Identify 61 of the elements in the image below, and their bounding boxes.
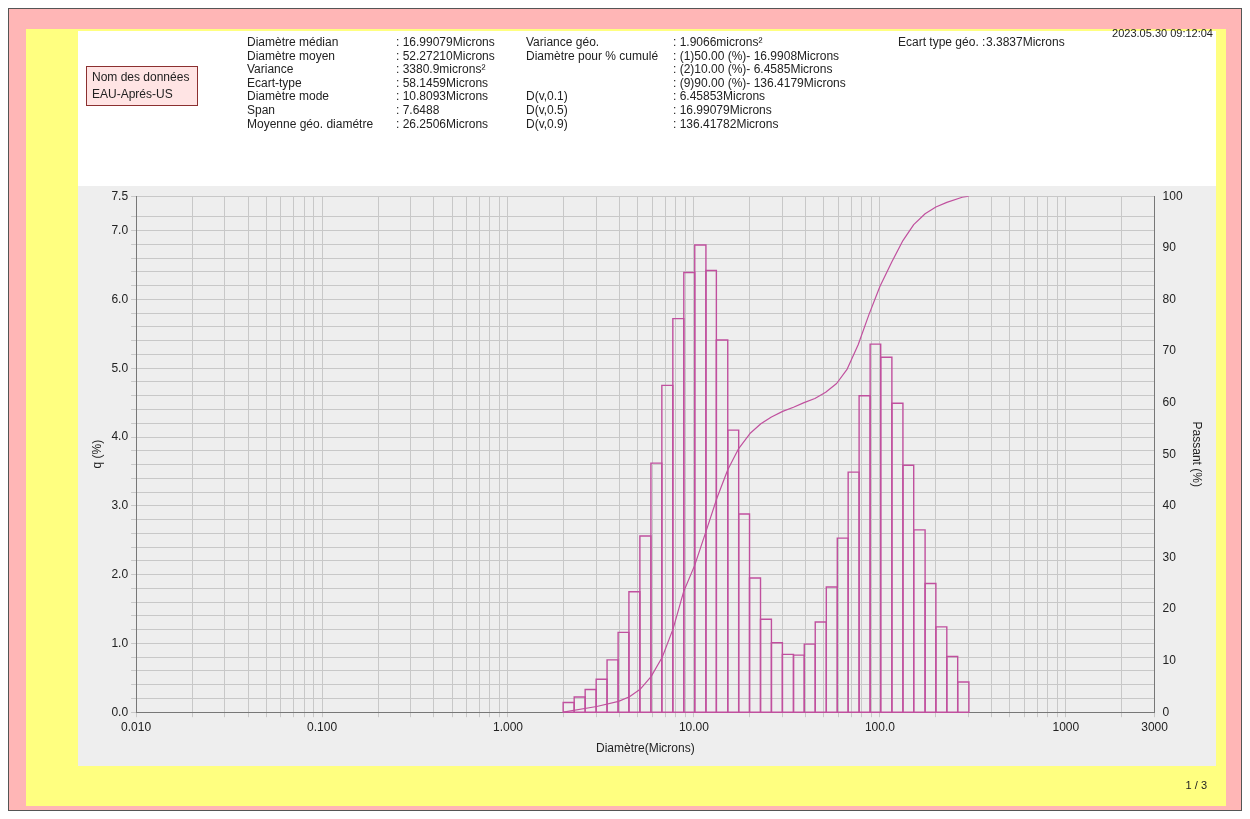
x-tick-label: 10.00 xyxy=(678,719,710,734)
text: : 6.45853Microns xyxy=(673,89,766,104)
x-tick-label: 1.000 xyxy=(492,719,524,734)
text: Span xyxy=(247,103,276,117)
text: Diamètre mode xyxy=(247,89,330,104)
y2-tick-label: 30 xyxy=(1162,549,1177,564)
text: 1 / 3 xyxy=(1185,779,1207,791)
text: Moyenne géo. diamétre xyxy=(247,116,374,131)
y2-tick-label: 10 xyxy=(1162,652,1177,667)
x-tick-label: 1000 xyxy=(1052,719,1080,734)
text: Ecart type géo. : xyxy=(898,35,986,49)
text: D(v,0.9) xyxy=(526,116,568,131)
y2-tick-label: 0 xyxy=(1162,704,1170,719)
y-tick-label: 5.0 xyxy=(111,360,129,375)
text: EAU-Aprés-US xyxy=(92,87,173,101)
y-tick-label: 7.5 xyxy=(111,188,129,203)
x-tick-label: 100.0 xyxy=(864,719,896,734)
text: : 26.2506Microns xyxy=(396,116,489,131)
y-tick-label: 0.0 xyxy=(111,704,129,719)
text: D(v,0.5) xyxy=(526,103,568,117)
text: : 1.9066microns² xyxy=(673,35,763,49)
x-tick-label: 0.010 xyxy=(121,719,152,734)
text: : (2)10.00 (%)- 6.4585Microns xyxy=(673,62,833,77)
text: 3.3837Microns xyxy=(986,35,1065,49)
y-tick-label: 1.0 xyxy=(111,635,129,650)
text: D(v,0.1) xyxy=(526,89,568,104)
y-tick-label: 6.0 xyxy=(111,291,129,306)
text: Diamètre pour % cumulé xyxy=(526,48,659,63)
text: : 52.27210Microns xyxy=(396,48,495,63)
y-tick-label: 7.0 xyxy=(111,222,129,237)
y2-tick-label: 80 xyxy=(1162,291,1177,306)
text: : 7.6488 xyxy=(396,103,440,117)
y2-tick-label: 20 xyxy=(1162,601,1177,616)
y2-tick-label: 100 xyxy=(1162,188,1183,203)
text: : 58.1459Microns xyxy=(396,75,489,90)
text: Variance géo. xyxy=(526,35,600,49)
text: : 3380.9microns² xyxy=(396,62,486,77)
x-tick-label: 0.100 xyxy=(307,719,338,734)
y-tick-label: 4.0 xyxy=(111,429,129,444)
text: Diamètre médian xyxy=(247,35,339,49)
text: Variance xyxy=(247,62,294,77)
y-tick-label: 2.0 xyxy=(111,566,129,581)
text: : 16.99079Microns xyxy=(673,103,772,117)
y2-tick-label: 60 xyxy=(1162,394,1177,409)
text: : 136.41782Microns xyxy=(673,116,779,131)
text: Nom des données xyxy=(92,70,190,84)
y-tick-label: 3.0 xyxy=(111,498,129,513)
x-axis-title: Diamètre(Microns) xyxy=(595,741,695,756)
y2-tick-label: 90 xyxy=(1162,240,1177,255)
text: : 16.99079Microns xyxy=(396,35,495,49)
y2-axis-title: Passant (%) xyxy=(1190,421,1205,487)
text: : 10.8093Microns xyxy=(396,89,489,104)
y2-tick-label: 70 xyxy=(1162,343,1177,358)
y2-tick-label: 40 xyxy=(1162,498,1177,513)
x-tick-label: 3000 xyxy=(1141,719,1169,734)
text: Ecart-type xyxy=(247,75,302,90)
y2-tick-label: 50 xyxy=(1162,446,1177,461)
y-axis-title: q (%) xyxy=(89,439,104,469)
text: : (1)50.00 (%)- 16.9908Microns xyxy=(673,48,840,63)
text: Diamètre moyen xyxy=(247,48,336,63)
text: : (9)90.00 (%)- 136.4179Microns xyxy=(673,75,846,90)
